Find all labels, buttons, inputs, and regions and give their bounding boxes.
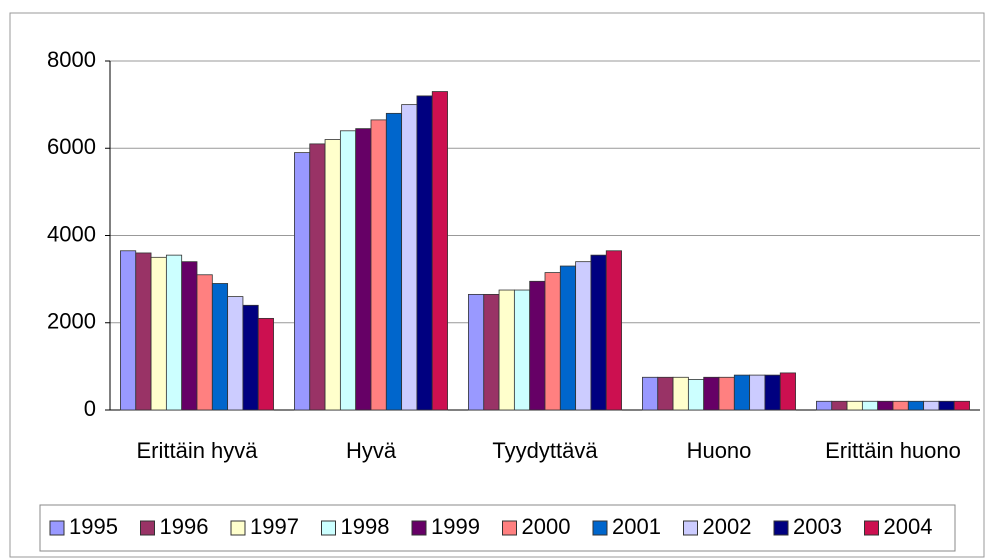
y-tick-label: 0 bbox=[84, 396, 96, 421]
bar bbox=[196, 274, 213, 411]
legend-label: 1996 bbox=[160, 514, 209, 539]
legend-swatch bbox=[592, 520, 608, 536]
legend-label: 2002 bbox=[703, 514, 752, 539]
bar bbox=[816, 400, 833, 411]
bar bbox=[529, 280, 546, 411]
legend-swatch bbox=[49, 520, 65, 536]
bar bbox=[831, 400, 848, 411]
bar bbox=[401, 104, 418, 411]
bar bbox=[483, 293, 500, 411]
bar bbox=[150, 256, 167, 411]
bar bbox=[923, 400, 940, 411]
bar bbox=[605, 250, 622, 411]
bar bbox=[309, 143, 326, 411]
legend-label: 1999 bbox=[431, 514, 480, 539]
legend-label: 1995 bbox=[69, 514, 118, 539]
bar bbox=[416, 95, 433, 411]
bar bbox=[861, 400, 879, 411]
bar bbox=[242, 304, 259, 411]
legend-swatch bbox=[773, 520, 789, 536]
bar bbox=[733, 374, 751, 411]
legend-swatch bbox=[502, 520, 517, 536]
y-tick-label: 6000 bbox=[47, 134, 96, 159]
legend-label: 2004 bbox=[884, 514, 933, 539]
legend-swatch bbox=[321, 520, 336, 536]
bar bbox=[672, 376, 689, 411]
bar bbox=[181, 261, 198, 411]
bar bbox=[498, 289, 515, 411]
legend-label: 2000 bbox=[522, 514, 571, 539]
bar bbox=[938, 400, 955, 411]
bar bbox=[907, 400, 925, 411]
x-tick-label: Huono bbox=[687, 438, 752, 463]
bar bbox=[211, 283, 229, 411]
bar bbox=[657, 376, 674, 411]
bar bbox=[294, 152, 311, 411]
bar bbox=[135, 252, 152, 411]
legend-label: 1998 bbox=[341, 514, 390, 539]
bar bbox=[642, 376, 659, 411]
legend-label: 2003 bbox=[793, 514, 842, 539]
y-tick-label: 8000 bbox=[47, 47, 96, 72]
bar bbox=[513, 289, 531, 411]
bar bbox=[590, 254, 607, 411]
x-tick-label: Erittäin huono bbox=[825, 438, 961, 463]
bar bbox=[846, 400, 863, 411]
bar bbox=[779, 372, 796, 411]
y-tick-label: 4000 bbox=[47, 221, 96, 246]
bar bbox=[575, 261, 592, 411]
bar bbox=[892, 400, 909, 411]
legend-swatch bbox=[864, 520, 879, 536]
legend-box bbox=[39, 504, 956, 552]
bar bbox=[544, 272, 561, 411]
bar bbox=[431, 91, 448, 411]
legend-swatch bbox=[140, 520, 155, 536]
bar bbox=[227, 296, 244, 411]
bar bbox=[718, 376, 735, 411]
x-tick-label: Hyvä bbox=[346, 438, 397, 463]
bar bbox=[120, 250, 137, 411]
bar bbox=[324, 139, 341, 411]
bar bbox=[559, 265, 577, 411]
legend-label: 2001 bbox=[612, 514, 661, 539]
bar bbox=[764, 374, 781, 411]
x-tick-label: Erittäin hyvä bbox=[136, 438, 258, 463]
bar bbox=[953, 400, 970, 411]
bar bbox=[703, 376, 720, 411]
bar bbox=[749, 374, 766, 411]
legend-swatch bbox=[230, 520, 246, 536]
legend-label: 1997 bbox=[250, 514, 299, 539]
bar bbox=[370, 119, 387, 411]
bar bbox=[355, 128, 372, 411]
bar bbox=[687, 379, 705, 411]
bar bbox=[877, 400, 894, 411]
bar bbox=[165, 254, 183, 411]
bar bbox=[339, 130, 357, 411]
bar bbox=[257, 317, 274, 411]
bar bbox=[468, 293, 485, 411]
legend-swatch bbox=[411, 520, 427, 536]
bar bbox=[385, 112, 403, 411]
y-tick-label: 2000 bbox=[47, 309, 96, 334]
x-tick-label: Tyydyttävä bbox=[492, 438, 598, 463]
legend-swatch bbox=[683, 520, 698, 536]
